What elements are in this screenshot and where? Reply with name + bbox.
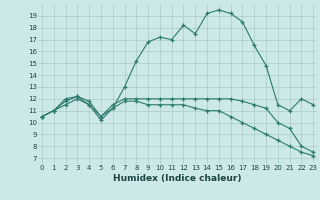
X-axis label: Humidex (Indice chaleur): Humidex (Indice chaleur): [113, 174, 242, 183]
